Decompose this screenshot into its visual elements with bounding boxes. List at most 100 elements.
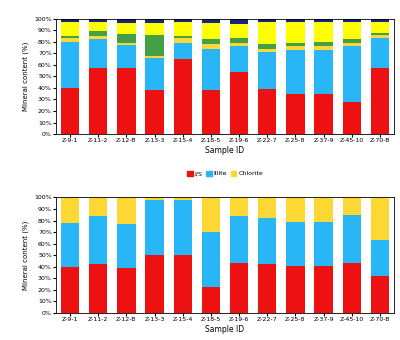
- Bar: [117, 23, 136, 34]
- Bar: [202, 90, 220, 134]
- Bar: [258, 89, 276, 134]
- Bar: [286, 222, 304, 266]
- Legend: I/S, Illite, Chlorite: I/S, Illite, Chlorite: [184, 168, 266, 179]
- Bar: [174, 38, 192, 43]
- Bar: [314, 22, 333, 42]
- Bar: [258, 19, 276, 22]
- Bar: [89, 39, 108, 68]
- Bar: [258, 49, 276, 52]
- Bar: [174, 22, 192, 36]
- Bar: [314, 42, 333, 46]
- Bar: [202, 19, 220, 23]
- Bar: [230, 38, 248, 43]
- Bar: [61, 36, 79, 38]
- Bar: [89, 22, 108, 31]
- Bar: [371, 68, 389, 134]
- Bar: [342, 22, 361, 39]
- Bar: [117, 34, 136, 43]
- Bar: [146, 35, 164, 56]
- Bar: [371, 22, 389, 33]
- X-axis label: Sample ID: Sample ID: [206, 146, 244, 155]
- Bar: [61, 223, 79, 267]
- Bar: [230, 19, 248, 24]
- Bar: [117, 198, 136, 224]
- Bar: [371, 276, 389, 313]
- Bar: [174, 19, 192, 22]
- Bar: [314, 266, 333, 313]
- Bar: [146, 255, 164, 313]
- Bar: [371, 240, 389, 276]
- X-axis label: Sample ID: Sample ID: [206, 325, 244, 334]
- Bar: [230, 43, 248, 46]
- Bar: [146, 58, 164, 90]
- Bar: [117, 43, 136, 45]
- Bar: [61, 38, 79, 42]
- Bar: [230, 198, 248, 216]
- Bar: [61, 42, 79, 88]
- Bar: [230, 46, 248, 72]
- Y-axis label: Mineral content (%): Mineral content (%): [22, 42, 29, 111]
- Bar: [371, 33, 389, 35]
- Bar: [61, 19, 79, 22]
- Bar: [146, 198, 164, 200]
- Bar: [61, 267, 79, 313]
- Bar: [230, 72, 248, 134]
- Bar: [89, 31, 108, 36]
- Bar: [174, 36, 192, 38]
- Bar: [286, 19, 304, 22]
- Bar: [89, 265, 108, 313]
- Bar: [314, 198, 333, 222]
- Bar: [230, 24, 248, 38]
- Bar: [258, 265, 276, 313]
- Bar: [146, 56, 164, 58]
- Bar: [371, 19, 389, 22]
- Bar: [230, 216, 248, 263]
- Bar: [61, 22, 79, 36]
- Bar: [258, 52, 276, 89]
- Bar: [342, 215, 361, 263]
- Bar: [342, 43, 361, 46]
- Bar: [146, 200, 164, 255]
- Bar: [174, 43, 192, 59]
- Bar: [89, 216, 108, 265]
- Bar: [258, 44, 276, 49]
- Bar: [117, 68, 136, 134]
- Bar: [146, 90, 164, 134]
- Bar: [117, 45, 136, 68]
- Bar: [371, 38, 389, 68]
- Bar: [89, 19, 108, 22]
- Bar: [89, 198, 108, 216]
- Bar: [314, 46, 333, 50]
- Bar: [230, 263, 248, 313]
- Bar: [286, 50, 304, 94]
- Bar: [174, 59, 192, 134]
- Bar: [89, 68, 108, 134]
- Bar: [202, 44, 220, 49]
- Bar: [89, 36, 108, 39]
- Bar: [314, 19, 333, 22]
- Bar: [202, 49, 220, 90]
- Bar: [174, 198, 192, 200]
- Bar: [202, 23, 220, 39]
- Bar: [258, 22, 276, 44]
- Bar: [61, 88, 79, 134]
- Bar: [286, 198, 304, 222]
- Bar: [117, 268, 136, 313]
- Bar: [286, 43, 304, 46]
- Bar: [314, 222, 333, 266]
- Bar: [146, 23, 164, 35]
- Bar: [371, 198, 389, 240]
- Bar: [117, 224, 136, 268]
- Bar: [258, 218, 276, 265]
- Bar: [286, 46, 304, 50]
- Bar: [117, 19, 136, 23]
- Bar: [202, 198, 220, 232]
- Bar: [286, 94, 304, 134]
- Bar: [174, 255, 192, 313]
- Bar: [342, 102, 361, 134]
- Bar: [146, 19, 164, 23]
- Bar: [61, 198, 79, 223]
- Bar: [258, 198, 276, 218]
- Bar: [174, 200, 192, 255]
- Bar: [286, 22, 304, 43]
